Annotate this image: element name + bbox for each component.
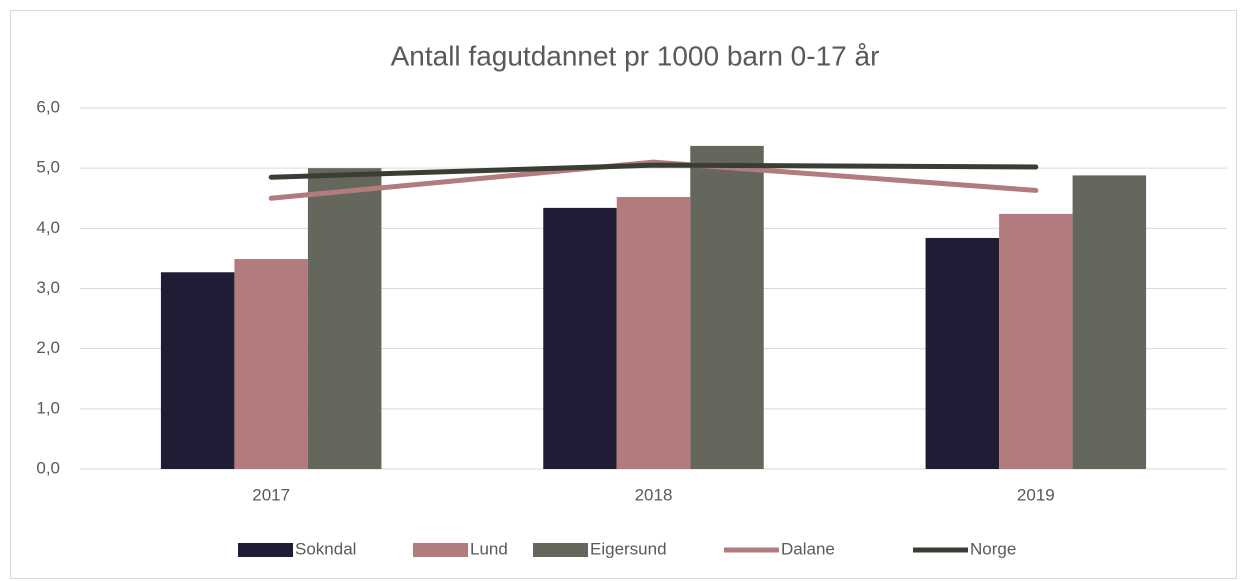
chart-title: Antall fagutdannet pr 1000 barn 0-17 år [391, 40, 880, 71]
bar [1072, 175, 1147, 470]
legend-label: Lund [470, 539, 508, 558]
legend-swatch [533, 543, 588, 557]
bar [616, 197, 691, 469]
legend-label: Sokndal [295, 539, 356, 558]
y-tick-label: 4,0 [36, 218, 60, 237]
y-tick-label: 5,0 [36, 158, 60, 177]
y-tick-label: 3,0 [36, 278, 60, 297]
bar [690, 145, 764, 469]
legend-label: Dalane [781, 539, 835, 558]
legend-label: Norge [970, 539, 1016, 558]
y-tick-label: 0,0 [36, 458, 60, 477]
bar [999, 213, 1073, 469]
bar [234, 259, 308, 469]
x-tick-label: 2017 [252, 485, 290, 504]
x-tick-label: 2019 [1017, 485, 1055, 504]
y-tick-label: 2,0 [36, 338, 60, 357]
y-tick-label: 1,0 [36, 398, 60, 417]
bar [925, 237, 1000, 469]
legend-swatch [413, 543, 468, 557]
x-tick-label: 2018 [635, 485, 673, 504]
legend-swatch [238, 543, 293, 557]
legend-label: Eigersund [590, 539, 667, 558]
bar [307, 168, 382, 469]
bar [543, 207, 617, 470]
line-series [268, 162, 1039, 180]
y-tick-label: 6,0 [36, 97, 60, 116]
line-series [268, 159, 1039, 201]
bar [160, 272, 235, 469]
